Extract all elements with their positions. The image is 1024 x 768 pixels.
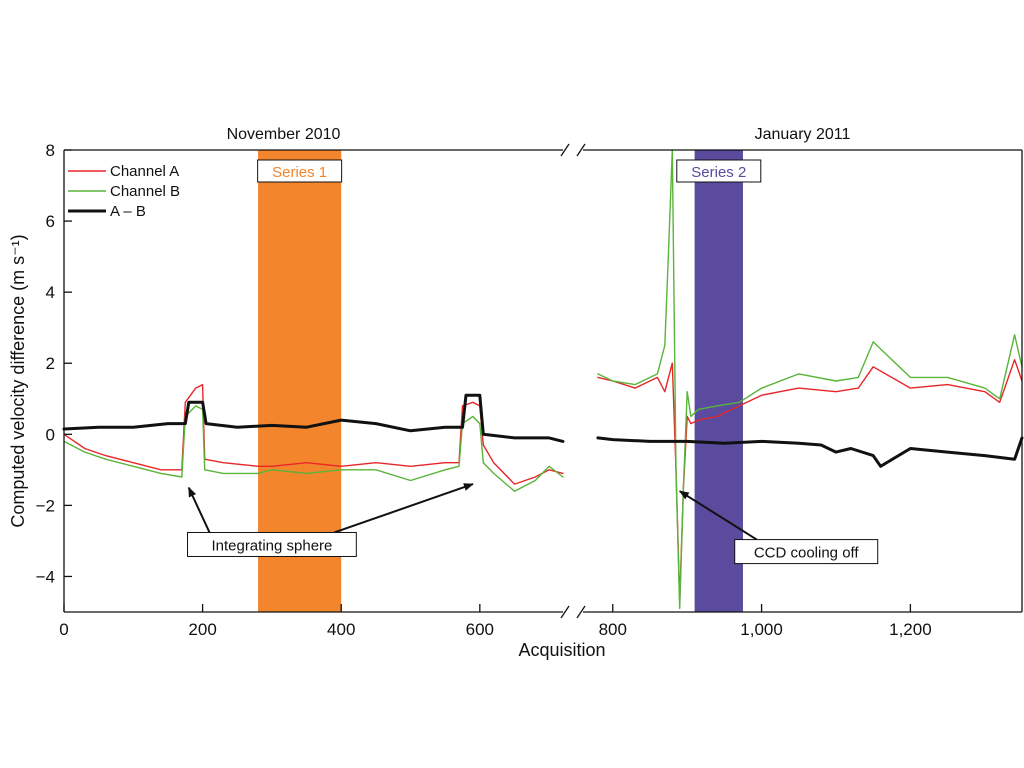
x-tick-label: 600 bbox=[466, 620, 494, 639]
y-tick-label: 8 bbox=[46, 141, 55, 160]
band-label-box-1 bbox=[257, 159, 343, 183]
annotation-arrow-1-1 bbox=[187, 486, 211, 533]
series-line-1-segment-1 bbox=[63, 383, 564, 485]
y-tick-label: 4 bbox=[46, 283, 55, 302]
x-tick-label: 800 bbox=[599, 620, 627, 639]
y-ticks: −4 −2 0 2 4 6 8 bbox=[36, 141, 72, 586]
band-label-1: Series 1 bbox=[272, 164, 327, 181]
x-axis-label: Acquisition bbox=[518, 640, 605, 660]
band-2 bbox=[694, 150, 743, 612]
y-tick-label: 2 bbox=[46, 354, 55, 373]
band-label-2: Series 2 bbox=[691, 164, 746, 181]
legend-label-1: Channel A bbox=[110, 163, 179, 180]
y-tick-label: 6 bbox=[46, 212, 55, 231]
period-headers: November 2010 January 2011 bbox=[227, 126, 851, 143]
axis-break-top bbox=[560, 143, 586, 157]
series-lines bbox=[62, 149, 1024, 610]
period-header-1: November 2010 bbox=[227, 126, 341, 143]
annotation-box-1 bbox=[187, 531, 357, 557]
y-axis-label: Computed velocity difference (m s⁻¹) bbox=[8, 234, 28, 527]
x-tick-label: 1,000 bbox=[740, 620, 783, 639]
annotation-box-2 bbox=[734, 539, 879, 565]
legend: Channel A Channel B A – B bbox=[68, 163, 180, 220]
annotation-arrow-1-2 bbox=[333, 483, 474, 534]
annotation-label-1: Integrating sphere bbox=[211, 537, 332, 554]
annotation-arrow-2-1 bbox=[678, 490, 758, 541]
annotations: Integrating sphere CCD cooling off bbox=[187, 483, 879, 565]
y-tick-label: −2 bbox=[36, 496, 55, 515]
x-tick-label: 200 bbox=[188, 620, 216, 639]
legend-label-2: Channel B bbox=[110, 183, 180, 200]
series-line-3-segment-2 bbox=[596, 436, 1024, 468]
series-line-2-segment-2 bbox=[597, 149, 1023, 610]
x-tick-label: 1,200 bbox=[889, 620, 932, 639]
x-tick-label: 400 bbox=[327, 620, 355, 639]
x-tick-label: 0 bbox=[59, 620, 68, 639]
x-ticks: 0 200 400 600 800 1,000 1,200 bbox=[59, 604, 932, 639]
band-label-box-2 bbox=[676, 159, 762, 183]
series-line-3-segment-1 bbox=[62, 393, 565, 443]
series-line-2-segment-1 bbox=[63, 405, 564, 492]
period-header-2: January 2011 bbox=[755, 126, 851, 143]
series-line-1-segment-2 bbox=[597, 359, 1023, 602]
annotation-label-2: CCD cooling off bbox=[754, 545, 860, 562]
y-tick-label: 0 bbox=[46, 425, 55, 444]
legend-label-3: A – B bbox=[110, 203, 146, 220]
axis-break-bottom bbox=[560, 605, 586, 619]
y-tick-label: −4 bbox=[36, 567, 55, 586]
